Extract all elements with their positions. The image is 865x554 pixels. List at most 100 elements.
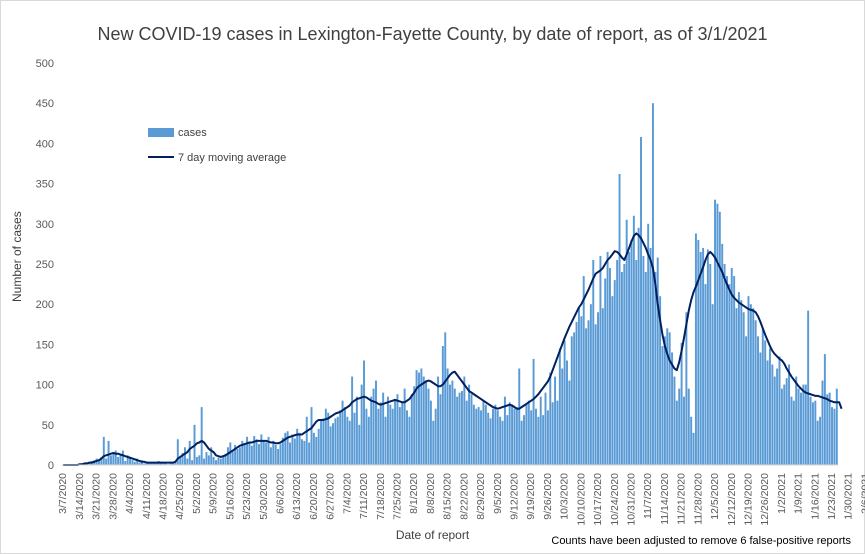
bar: [587, 320, 590, 465]
bar: [229, 442, 232, 465]
bar: [243, 444, 246, 465]
bar: [771, 364, 774, 465]
y-tick-label: 250: [36, 259, 54, 271]
bar: [460, 391, 463, 465]
bar: [558, 348, 561, 465]
x-tick-label: 10/31/2020: [625, 473, 637, 526]
bar: [728, 284, 731, 465]
bar: [666, 328, 669, 465]
bar: [217, 457, 220, 465]
bar: [258, 444, 260, 465]
bar: [585, 328, 588, 465]
bar: [181, 452, 184, 465]
bar: [475, 408, 478, 465]
bar: [811, 402, 814, 465]
bar: [449, 384, 451, 465]
bar: [675, 400, 678, 465]
x-tick-label: 5/30/2020: [258, 473, 270, 520]
x-tick-label: 3/7/2020: [57, 473, 69, 514]
bar: [764, 340, 767, 465]
x-tick-label: 12/5/2020: [709, 473, 721, 520]
bar: [601, 308, 604, 465]
bar: [831, 407, 834, 465]
bar: [484, 404, 487, 465]
bar: [577, 308, 580, 465]
bar: [293, 438, 296, 465]
x-tick-label: 7/4/2020: [341, 473, 353, 514]
bar: [740, 300, 743, 465]
bar: [640, 136, 642, 465]
bar: [546, 410, 549, 465]
bar: [143, 463, 146, 465]
bar: [114, 450, 117, 465]
x-tick-label: 11/7/2020: [642, 473, 654, 519]
bar: [785, 378, 788, 465]
x-tick-label: 11/28/2020: [692, 473, 704, 525]
bar: [654, 272, 657, 465]
bar: [496, 410, 499, 465]
bar: [162, 463, 165, 465]
bar: [620, 272, 623, 465]
bar: [687, 388, 690, 465]
bar: [250, 445, 253, 465]
legend-swatch-cases: [148, 128, 174, 137]
bar: [477, 407, 480, 465]
bar: [150, 463, 153, 465]
bar: [783, 384, 786, 465]
bar: [673, 376, 676, 465]
bar: [635, 259, 638, 465]
bar: [281, 437, 284, 465]
bar: [284, 432, 287, 465]
bar: [269, 447, 272, 465]
y-tick-label: 450: [36, 98, 54, 110]
bar: [296, 428, 299, 465]
bar: [828, 392, 831, 465]
bar: [191, 460, 194, 465]
bar: [499, 416, 502, 465]
bar: [274, 444, 277, 465]
bar: [823, 354, 826, 465]
bar: [697, 239, 700, 465]
bar: [451, 380, 454, 465]
bar-series: [76, 103, 838, 465]
bar: [300, 439, 303, 465]
moving-average-line: [63, 232, 843, 466]
bar: [637, 227, 640, 465]
bar: [439, 394, 442, 465]
bar: [298, 432, 301, 465]
bar: [790, 396, 793, 465]
x-tick-label: 4/25/2020: [174, 473, 186, 520]
bar: [332, 423, 334, 465]
bar: [248, 442, 251, 465]
bar: [289, 442, 292, 465]
bar: [778, 356, 781, 465]
y-axis: 0 50 100 150 200 250 300 350 400 450 500: [36, 58, 54, 472]
bar: [661, 346, 664, 465]
bar: [597, 312, 600, 465]
bar: [205, 452, 208, 465]
bar: [195, 456, 198, 465]
bar: [723, 264, 726, 465]
bar: [133, 461, 136, 465]
bar: [176, 439, 179, 465]
bar: [109, 455, 112, 465]
bar: [386, 396, 389, 465]
x-tick-label: 8/22/2020: [458, 473, 470, 520]
bar: [694, 233, 697, 465]
bar: [241, 440, 244, 465]
bar: [458, 392, 461, 465]
bar: [730, 268, 733, 465]
bar: [816, 420, 819, 465]
x-tick-label: 9/26/2020: [542, 473, 554, 520]
bar: [434, 408, 437, 465]
bar: [119, 453, 122, 465]
y-tick-label: 150: [36, 339, 54, 351]
bar: [518, 368, 521, 465]
bar: [212, 456, 215, 465]
bar: [628, 251, 631, 465]
x-axis-label: Date of report: [395, 528, 470, 542]
bar: [651, 103, 654, 465]
bar: [663, 336, 666, 465]
bar: [444, 332, 447, 465]
bar: [155, 462, 158, 465]
